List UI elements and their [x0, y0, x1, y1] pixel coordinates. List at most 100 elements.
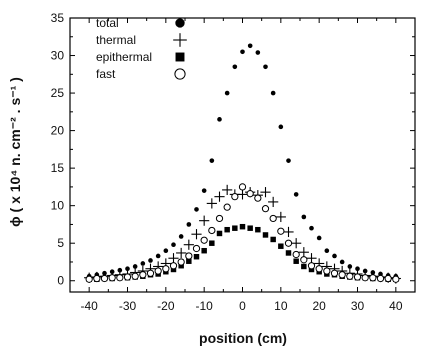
- point-total: [270, 90, 276, 96]
- point-total: [209, 158, 215, 163]
- point-thermal: [306, 253, 317, 264]
- point-thermal: [214, 191, 225, 202]
- point-total: [194, 207, 199, 212]
- point-total: [140, 261, 146, 266]
- y-tick-label: 5: [57, 236, 64, 250]
- point-total: [293, 192, 299, 197]
- point-total: [324, 248, 330, 254]
- point-total: [125, 266, 130, 272]
- y-tick-label: 15: [51, 161, 65, 175]
- point-fast: [330, 269, 339, 277]
- legend-label-epithermal: epithermal: [96, 50, 152, 64]
- x-tick-label: -20: [157, 299, 175, 313]
- point-thermal: [222, 184, 233, 196]
- point-epithermal: [186, 258, 192, 264]
- x-tick-label: 20: [312, 299, 326, 313]
- point-total: [347, 264, 353, 269]
- point-total: [255, 50, 261, 55]
- point-epithermal: [301, 263, 307, 270]
- x-tick-label: -40: [80, 299, 98, 313]
- point-epithermal: [216, 230, 223, 237]
- point-fast: [269, 214, 277, 223]
- point-epithermal: [285, 250, 292, 256]
- point-thermal: [183, 239, 194, 250]
- point-epithermal: [293, 258, 299, 264]
- point-thermal: [260, 187, 271, 198]
- y-axis-ticks: 0 5 10 15 20 25 30 35: [51, 11, 415, 288]
- point-fast: [169, 262, 178, 270]
- x-tick-label: -10: [195, 299, 213, 313]
- point-total: [263, 64, 268, 70]
- point-fast: [277, 227, 285, 235]
- point-fast: [284, 239, 293, 247]
- legend-marker-total: [175, 18, 185, 28]
- point-epithermal: [255, 226, 261, 233]
- point-total: [316, 235, 322, 241]
- point-thermal: [206, 198, 217, 209]
- point-total: [247, 43, 253, 49]
- x-axis-title: position (cm): [199, 330, 287, 346]
- legend-label-fast: fast: [96, 67, 116, 81]
- legend: total thermal epithermal fast: [96, 16, 187, 81]
- point-total: [309, 225, 314, 231]
- y-tick-label: 35: [51, 11, 65, 25]
- point-thermal: [168, 253, 179, 264]
- data-points: [84, 43, 401, 284]
- point-thermal: [191, 229, 202, 240]
- y-tick-label: 25: [51, 86, 65, 100]
- point-fast: [177, 258, 185, 266]
- point-fast: [100, 274, 109, 283]
- point-fast: [384, 274, 392, 283]
- point-fast: [185, 252, 193, 260]
- point-fast: [162, 265, 170, 273]
- point-fast: [215, 214, 224, 223]
- point-total: [163, 248, 169, 254]
- point-total: [301, 214, 307, 220]
- point-epithermal: [170, 266, 177, 273]
- point-total: [217, 117, 222, 122]
- series-fast: [85, 183, 400, 283]
- point-total: [171, 242, 176, 248]
- point-fast: [300, 256, 308, 264]
- legend-marker-epithermal: [175, 52, 185, 62]
- point-fast: [369, 274, 377, 282]
- point-epithermal: [278, 243, 284, 249]
- point-total: [201, 188, 207, 193]
- point-fast: [131, 272, 139, 280]
- point-thermal: [275, 211, 286, 223]
- point-fast: [85, 275, 93, 283]
- legend-marker-thermal: [173, 33, 187, 47]
- point-fast: [323, 267, 331, 275]
- legend-label-thermal: thermal: [96, 33, 136, 47]
- point-epithermal: [224, 226, 230, 233]
- point-fast: [139, 271, 147, 279]
- point-epithermal: [247, 225, 253, 231]
- point-total: [155, 253, 161, 259]
- point-epithermal: [193, 253, 200, 260]
- point-fast: [223, 203, 231, 211]
- point-total: [186, 222, 192, 227]
- point-thermal: [291, 238, 302, 249]
- x-tick-label: 0: [239, 299, 246, 313]
- point-total: [278, 124, 284, 130]
- y-tick-label: 20: [51, 124, 65, 138]
- point-total: [178, 234, 184, 239]
- point-fast: [353, 273, 362, 281]
- legend-label-total: total: [96, 16, 119, 30]
- point-epithermal: [209, 240, 215, 246]
- point-fast: [192, 244, 201, 253]
- point-fast: [338, 271, 346, 279]
- point-thermal: [199, 215, 210, 226]
- point-total: [286, 158, 291, 163]
- point-epithermal: [262, 232, 269, 238]
- point-total: [339, 259, 345, 265]
- x-tick-label: -30: [119, 299, 137, 313]
- series-total: [86, 43, 399, 279]
- point-epithermal: [201, 247, 207, 254]
- point-thermal: [283, 226, 294, 238]
- point-epithermal: [270, 236, 276, 243]
- legend-marker-fast: [174, 68, 186, 80]
- point-fast: [238, 183, 247, 191]
- point-thermal: [268, 196, 279, 208]
- y-tick-label: 10: [51, 199, 65, 213]
